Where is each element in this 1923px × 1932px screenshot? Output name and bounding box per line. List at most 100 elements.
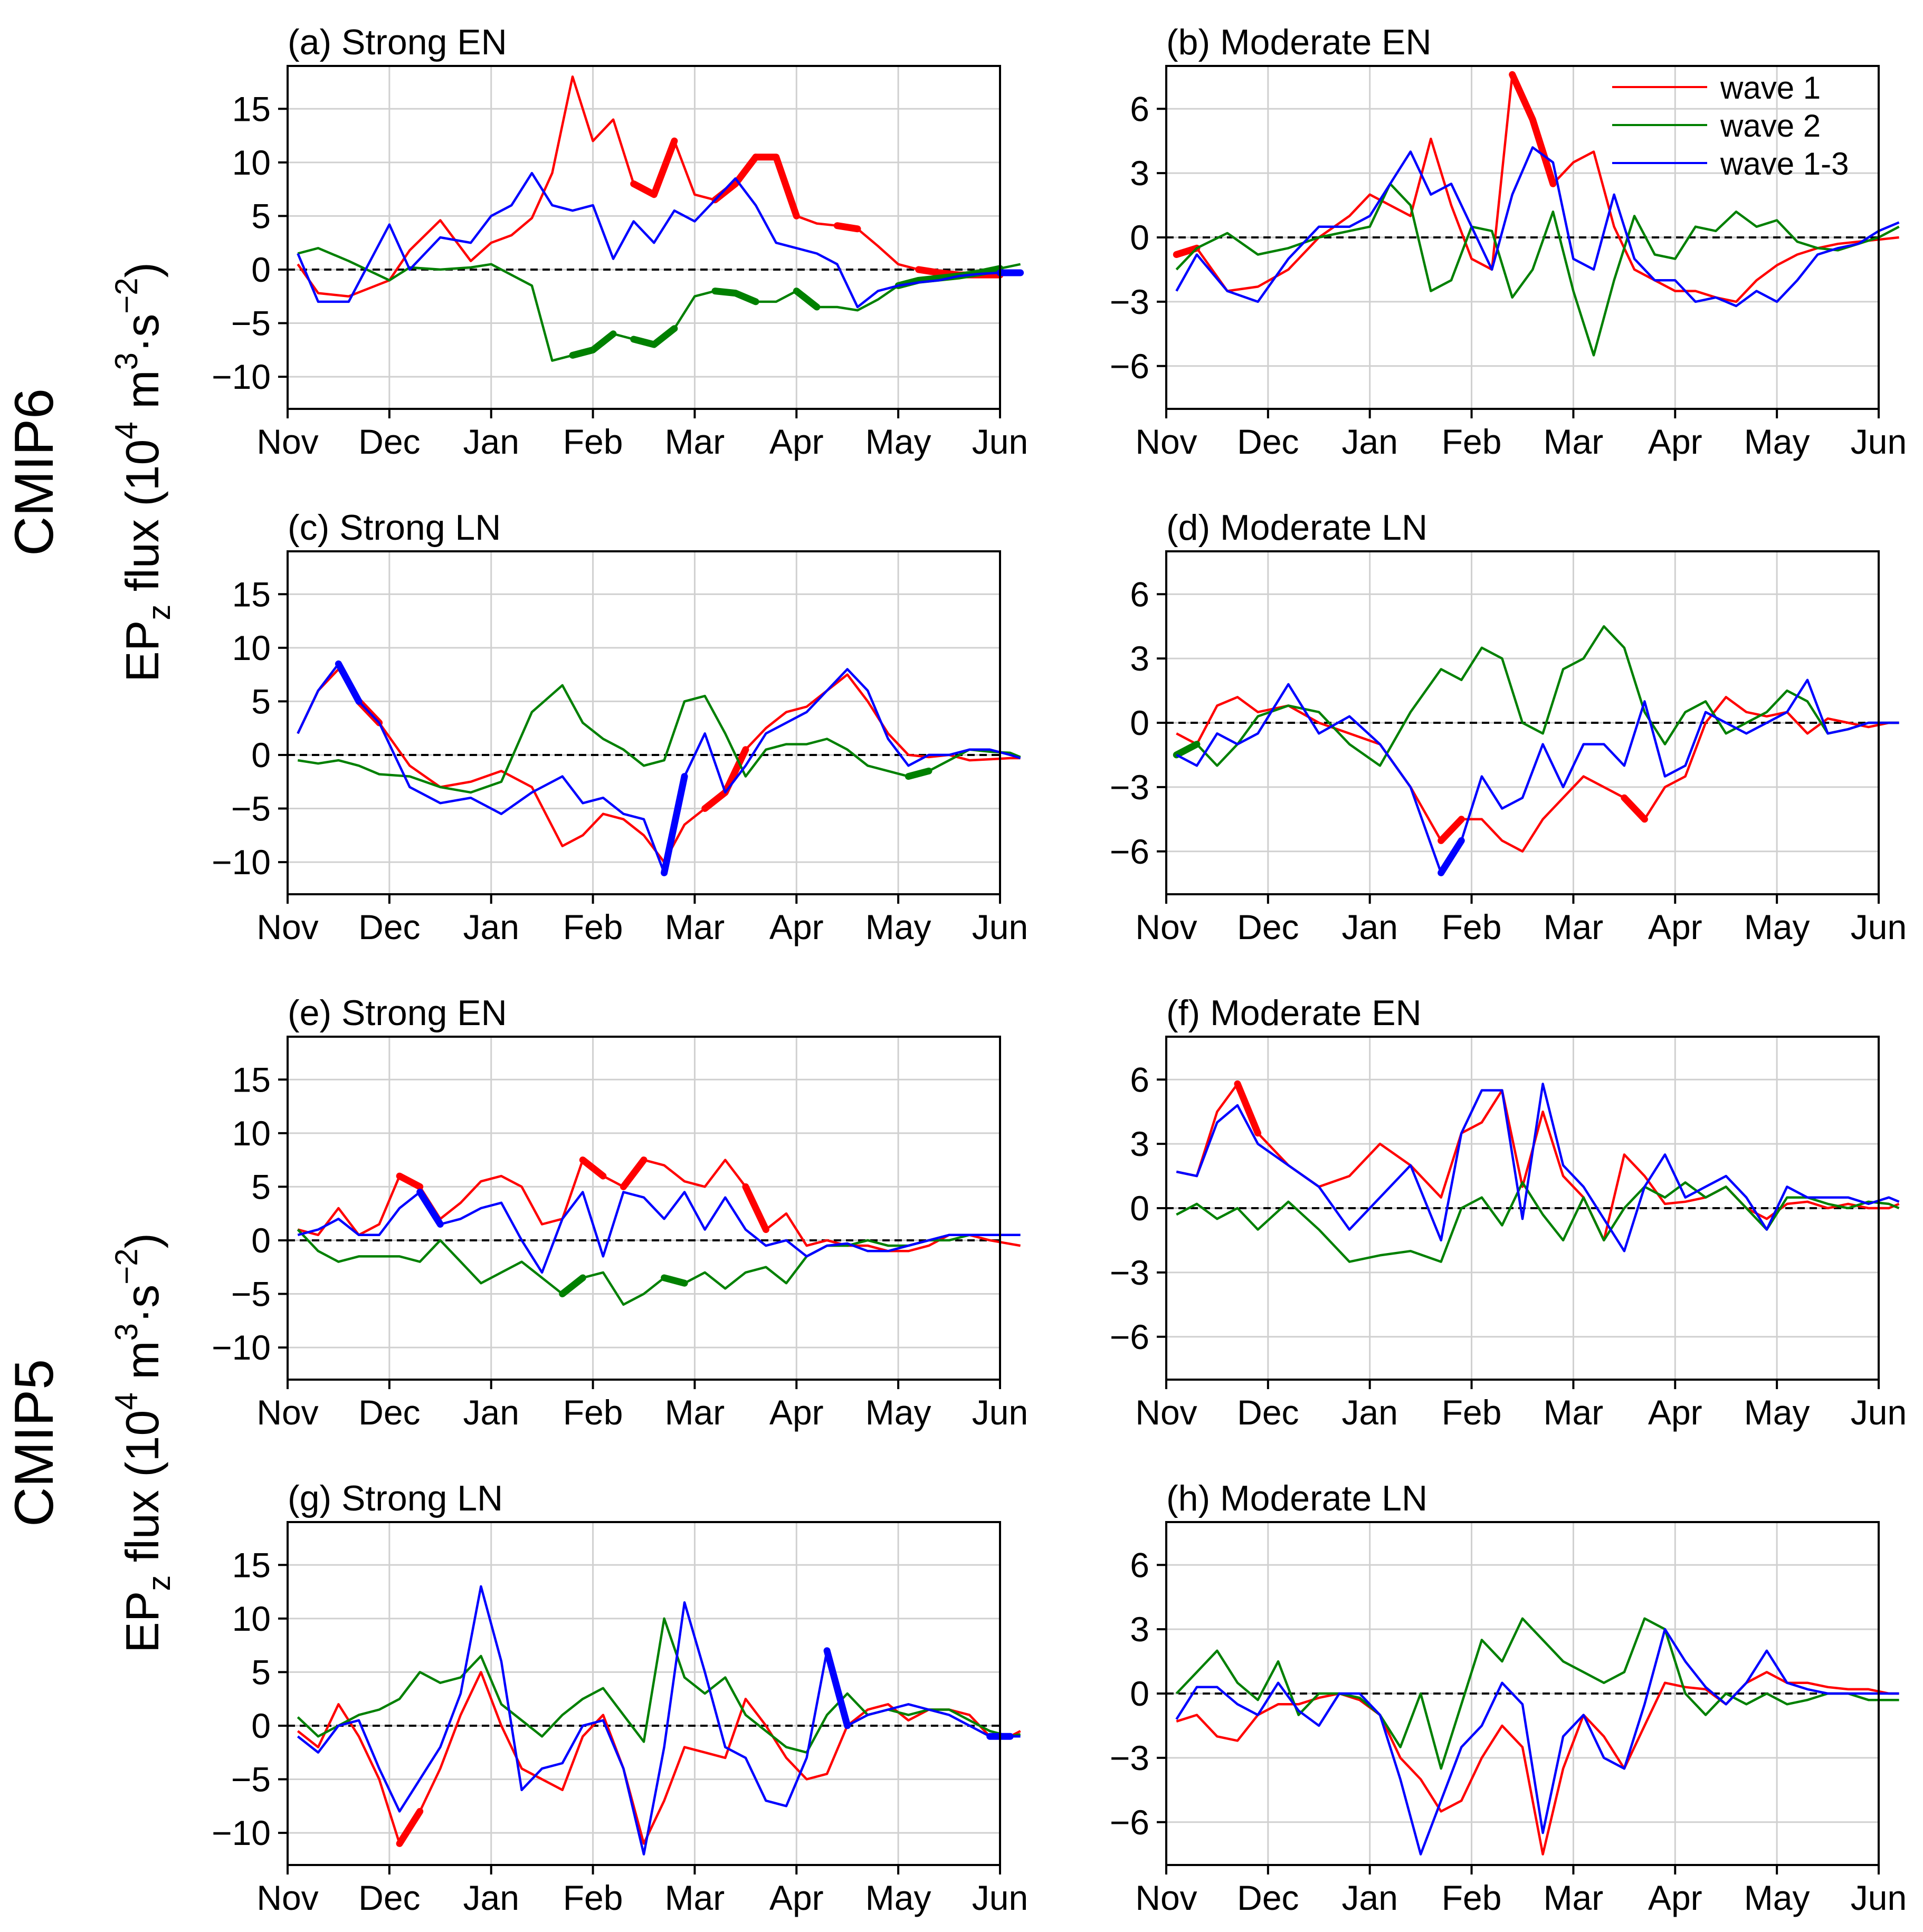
y-tick-label: 3 xyxy=(1130,154,1149,193)
x-tick-label: Apr xyxy=(769,907,824,946)
x-tick-label: May xyxy=(1744,1878,1810,1917)
panel-b: Nov Dec Jan Feb Mar Apr May Jun 6 3 0 −3 −6 (b) Moder… xyxy=(1110,22,1907,461)
x-tick-label: Jun xyxy=(972,1878,1028,1917)
series-significant-segment xyxy=(1509,71,1557,187)
group-label-cmip6: CMIP6 xyxy=(4,388,65,556)
series-significant-segment xyxy=(569,330,617,359)
x-tick-label: Mar xyxy=(1544,1878,1604,1917)
ylabel-text: EPz flux (104 m3·s−2) xyxy=(109,1233,177,1653)
x-tick-label: Nov xyxy=(1135,1393,1197,1432)
series-line-wave-2 xyxy=(297,1229,1021,1306)
panel-d: Nov Dec Jan Feb Mar Apr May Jun 6 3 0 −3 −6 (d) Moder… xyxy=(1110,508,1907,946)
series-line-wave-2 xyxy=(1175,1617,1899,1770)
series-significant-segment xyxy=(711,154,759,204)
x-tick-label: Jan xyxy=(1342,1878,1398,1917)
y-tick-label: 6 xyxy=(1130,1545,1149,1584)
x-tick-label: Jun xyxy=(972,907,1028,946)
legend-label-wave2: wave 2 xyxy=(1720,108,1821,144)
y-tick-label: −10 xyxy=(212,1328,271,1367)
y-tick-label: 15 xyxy=(232,1545,271,1584)
series-line-wave-1 xyxy=(297,1671,1021,1845)
x-tick-label: Jun xyxy=(972,422,1028,461)
x-tick-label: Nov xyxy=(1135,907,1197,946)
series-significant-segment xyxy=(905,767,932,780)
x-tick-label: Apr xyxy=(769,1878,824,1917)
series-significant-segment xyxy=(661,773,688,876)
series-significant-segment xyxy=(1438,837,1465,876)
x-tick-label: Dec xyxy=(1237,1393,1299,1432)
series-significant-segment xyxy=(752,154,800,219)
x-tick-label: Apr xyxy=(769,1393,824,1432)
panel-f: Nov Dec Jan Feb Mar Apr May Jun 6 3 0 −3 −6 (f) Moder… xyxy=(1110,993,1907,1432)
x-tick-label: Mar xyxy=(1544,907,1604,946)
legend-label-wave1: wave 1 xyxy=(1720,70,1821,106)
series-significant-segment xyxy=(630,137,678,198)
y-tick-label: −3 xyxy=(1110,768,1149,807)
y-tick-label: 0 xyxy=(1130,1189,1149,1228)
x-tick-label: Apr xyxy=(1648,907,1702,946)
panel-c: Nov Dec Jan Feb Mar Apr May Jun 15 10 5 0 −5 −10 (c) S… xyxy=(212,508,1028,946)
series-significant-segment xyxy=(793,288,821,311)
x-tick-label: May xyxy=(865,1878,931,1917)
x-tick-label: Nov xyxy=(256,1878,318,1917)
series-significant-segment xyxy=(396,1807,424,1847)
series-line-wave-1 xyxy=(1176,696,1899,853)
x-tick-label: Jun xyxy=(972,1393,1028,1432)
series-significant-segment xyxy=(396,1172,424,1190)
x-tick-label: Jan xyxy=(1342,422,1398,461)
series-line-wave-1-3 xyxy=(1175,1628,1899,1856)
x-tick-label: Feb xyxy=(563,1393,623,1432)
series-significant-segment xyxy=(416,1189,444,1228)
x-tick-label: May xyxy=(1744,1393,1810,1432)
ylabel-text: EPz flux (104 m3·s−2) xyxy=(109,262,177,682)
x-tick-label: May xyxy=(865,1393,931,1432)
panel-h: Nov Dec Jan Feb Mar Apr May Jun 6 3 0 −3 −6 (h) Moder… xyxy=(1110,1478,1907,1917)
series-line-wave-1 xyxy=(297,668,1021,864)
y-tick-label: 0 xyxy=(1130,218,1149,257)
y-tick-label: 3 xyxy=(1130,1610,1149,1649)
x-tick-label: May xyxy=(1744,422,1810,461)
y-tick-label: −10 xyxy=(212,843,271,882)
y-tick-label: 0 xyxy=(251,1221,271,1260)
series-line-wave-2 xyxy=(1176,625,1899,767)
axes-frame xyxy=(287,1036,1001,1381)
group-label-cmip5: CMIP5 xyxy=(4,1359,65,1527)
series-line-wave-1-3 xyxy=(1176,1083,1900,1252)
x-tick-label: Mar xyxy=(665,1878,725,1917)
y-tick-label: −5 xyxy=(231,1275,271,1314)
series-line-wave-2 xyxy=(297,1617,1021,1754)
x-tick-label: Jan xyxy=(1342,907,1398,946)
y-tick-label: 10 xyxy=(232,1114,271,1153)
ylabel-cmip5: EPz flux (104 m3·s−2) xyxy=(109,1233,177,1653)
y-tick-label: 5 xyxy=(251,196,271,235)
series-line-wave-1-3 xyxy=(1176,678,1899,874)
series-significant-segment xyxy=(1621,794,1648,823)
panel-e: Nov Dec Jan Feb Mar Apr May Jun 15 10 5 0 −5 −10 (e) S… xyxy=(212,993,1028,1432)
x-tick-label: Feb xyxy=(563,907,623,946)
y-tick-label: 6 xyxy=(1130,89,1149,128)
x-tick-label: Dec xyxy=(358,907,420,946)
x-tick-label: Nov xyxy=(256,1393,318,1432)
x-tick-label: Feb xyxy=(563,1878,623,1917)
x-tick-label: Mar xyxy=(1544,422,1604,461)
x-tick-label: Nov xyxy=(1135,422,1197,461)
x-tick-label: Mar xyxy=(665,907,725,946)
x-tick-label: Apr xyxy=(769,422,824,461)
series-line-wave-1 xyxy=(1176,1671,1899,1856)
y-tick-label: −6 xyxy=(1110,1803,1149,1842)
panel-title: (h) Moderate LN xyxy=(1166,1478,1427,1518)
series-significant-segment xyxy=(1173,244,1201,258)
series-significant-segment xyxy=(620,1156,648,1190)
series-significant-segment xyxy=(630,325,678,348)
axes-frame xyxy=(287,65,1001,410)
series-significant-segment xyxy=(833,222,861,233)
y-tick-label: 5 xyxy=(251,682,271,721)
y-tick-label: −6 xyxy=(1110,832,1149,871)
panel-title: (f) Moderate EN xyxy=(1166,993,1422,1033)
y-tick-label: 0 xyxy=(251,735,271,774)
x-tick-label: Jun xyxy=(1851,422,1907,461)
series-significant-segment xyxy=(1234,1080,1262,1137)
x-tick-label: Jun xyxy=(1851,1878,1907,1917)
y-tick-label: −10 xyxy=(212,357,271,396)
y-tick-label: 15 xyxy=(232,575,271,614)
